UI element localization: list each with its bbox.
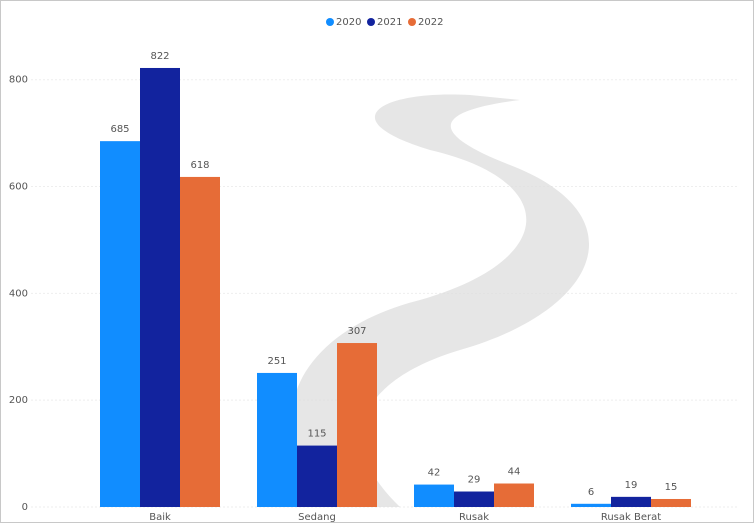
data-label: 251: [267, 356, 286, 367]
bar: [571, 503, 611, 507]
bar: [180, 176, 220, 507]
bar: [337, 343, 377, 507]
bar: [140, 67, 180, 508]
bar: [414, 484, 454, 507]
data-label: 44: [508, 467, 521, 478]
bar: [651, 498, 691, 507]
y-tick-label: 200: [9, 395, 28, 406]
y-tick-label: 400: [9, 288, 28, 299]
bar: [494, 483, 534, 507]
bar: [454, 491, 494, 507]
legend-label: 2020: [336, 17, 361, 28]
bar: [297, 445, 337, 507]
data-label: 822: [150, 51, 169, 62]
data-label: 685: [110, 124, 129, 135]
data-label: 15: [665, 482, 678, 493]
data-label: 42: [428, 468, 441, 479]
bar: [257, 372, 297, 507]
data-label: 29: [468, 475, 481, 486]
data-label: 618: [190, 160, 209, 171]
x-tick-label: Rusak Berat: [601, 512, 661, 523]
y-tick-label: 0: [22, 502, 28, 513]
data-label: 115: [307, 429, 326, 440]
x-tick-label: Baik: [149, 512, 171, 523]
data-label: 19: [625, 480, 638, 491]
y-tick-label: 600: [9, 182, 28, 193]
x-tick-label: Rusak: [459, 512, 489, 523]
legend-marker: [408, 18, 416, 26]
bar: [611, 496, 651, 507]
legend-marker: [326, 18, 334, 26]
legend-label: 2022: [418, 17, 443, 28]
x-tick-label: Sedang: [298, 512, 336, 523]
bar: [100, 141, 140, 508]
y-tick-label: 800: [9, 75, 28, 86]
legend-marker: [367, 18, 375, 26]
data-label: 307: [347, 326, 366, 337]
legend-label: 2021: [377, 17, 402, 28]
data-label: 6: [588, 487, 594, 498]
